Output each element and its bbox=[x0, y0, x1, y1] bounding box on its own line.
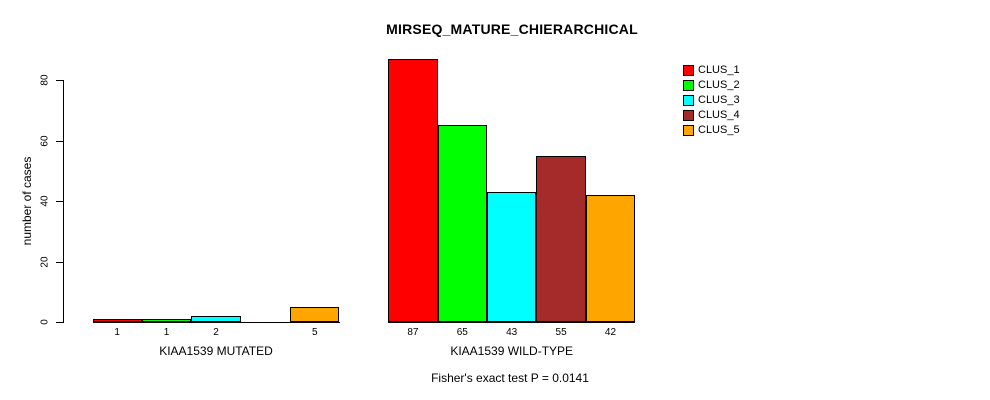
legend-swatch bbox=[683, 125, 694, 136]
bar-value-label: 5 bbox=[312, 327, 318, 338]
group-baseline bbox=[388, 322, 636, 323]
legend-swatch bbox=[683, 110, 694, 121]
legend-label: CLUS_1 bbox=[698, 64, 740, 76]
legend-label: CLUS_3 bbox=[698, 94, 740, 106]
bar-CLUS_5 bbox=[585, 195, 636, 322]
bar-value-label: 1 bbox=[163, 327, 170, 338]
y-tick bbox=[56, 322, 63, 323]
legend: CLUS_1 CLUS_2 CLUS_3 CLUS_4 CLUS_5 bbox=[683, 63, 740, 138]
pvalue-annotation: Fisher's exact test P = 0.0141 bbox=[431, 371, 589, 385]
bar-CLUS_4 bbox=[536, 156, 586, 322]
y-tick-label: 20 bbox=[39, 256, 51, 268]
chart-title: MIRSEQ_MATURE_CHIERARCHICAL bbox=[386, 21, 638, 37]
bar-value-label: 43 bbox=[506, 327, 518, 338]
y-tick-label: 60 bbox=[39, 135, 51, 147]
y-tick bbox=[56, 262, 63, 263]
bar-CLUS_2 bbox=[141, 319, 192, 322]
y-tick bbox=[56, 141, 63, 142]
legend-label: CLUS_5 bbox=[698, 124, 740, 136]
legend-swatch bbox=[683, 95, 694, 106]
legend-entry: CLUS_5 bbox=[683, 123, 740, 138]
legend-label: CLUS_4 bbox=[698, 109, 740, 121]
group-label: KIAA1539 WILD-TYPE bbox=[450, 344, 574, 358]
bar-CLUS_5 bbox=[290, 307, 340, 322]
legend-label: CLUS_2 bbox=[698, 79, 740, 91]
group-baseline bbox=[92, 322, 340, 323]
legend-entry: CLUS_4 bbox=[683, 108, 740, 123]
bar-CLUS_1 bbox=[388, 59, 438, 322]
y-tick-label: 80 bbox=[39, 74, 51, 86]
bar-value-label: 65 bbox=[456, 327, 468, 338]
y-tick bbox=[56, 201, 63, 202]
legend-swatch bbox=[683, 65, 694, 76]
legend-swatch bbox=[683, 80, 694, 91]
y-tick-label: 40 bbox=[39, 195, 51, 207]
bar-CLUS_1 bbox=[92, 319, 142, 322]
bar-value-label: 87 bbox=[407, 327, 419, 338]
bar-value-label: 42 bbox=[604, 327, 617, 338]
legend-entry: CLUS_2 bbox=[683, 78, 740, 93]
bar-value-label: 2 bbox=[213, 327, 219, 338]
bar-value-label: 1 bbox=[114, 327, 120, 338]
y-tick-label: 0 bbox=[39, 319, 51, 325]
bar-CLUS_3 bbox=[487, 192, 537, 322]
bar-CLUS_2 bbox=[437, 125, 487, 322]
y-axis-line bbox=[63, 80, 64, 323]
y-axis-label: number of cases bbox=[20, 156, 34, 246]
bar-CLUS_3 bbox=[191, 316, 241, 322]
group-label: KIAA1539 MUTATED bbox=[159, 344, 273, 358]
legend-entry: CLUS_1 bbox=[683, 63, 740, 78]
bar-value-label: 55 bbox=[555, 327, 567, 338]
y-tick bbox=[56, 80, 63, 81]
legend-entry: CLUS_3 bbox=[683, 93, 740, 108]
